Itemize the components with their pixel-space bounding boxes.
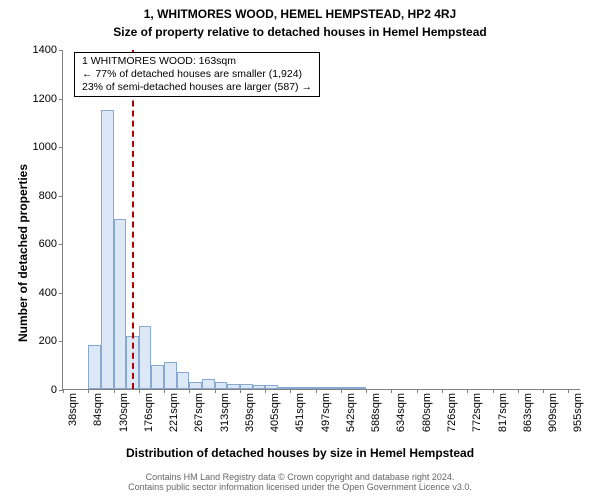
x-tick-mark <box>316 389 317 393</box>
footer-line-2: Contains public sector information licen… <box>0 482 600 492</box>
y-tick-label: 800 <box>39 190 63 202</box>
x-tick-label: 588sqm <box>370 389 382 432</box>
x-tick-mark <box>442 389 443 393</box>
reference-line <box>132 50 134 389</box>
histogram-bar <box>177 372 190 389</box>
chart-subtitle: Size of property relative to detached ho… <box>0 25 600 39</box>
y-tick-label: 1400 <box>33 44 63 56</box>
x-tick-label: 680sqm <box>421 389 433 432</box>
x-tick-mark <box>568 389 569 393</box>
x-tick-label: 405sqm <box>269 389 281 432</box>
histogram-bar <box>202 379 215 389</box>
annotation-line: 23% of semi-detached houses are larger (… <box>82 81 312 94</box>
x-tick-mark <box>417 389 418 393</box>
annotation-line: ← 77% of detached houses are smaller (1,… <box>82 68 312 81</box>
annotation-box: 1 WHITMORES WOOD: 163sqm← 77% of detache… <box>74 52 320 97</box>
y-tick-label: 0 <box>51 384 63 396</box>
histogram-bar <box>151 365 164 389</box>
x-tick-mark <box>391 389 392 393</box>
histogram-bar <box>88 345 101 389</box>
x-tick-label: 267sqm <box>193 389 205 432</box>
annotation-line: 1 WHITMORES WOOD: 163sqm <box>82 55 312 68</box>
histogram-bar <box>101 110 114 389</box>
chart-container: { "title": { "text": "1, WHITMORES WOOD,… <box>0 0 600 500</box>
x-tick-mark <box>265 389 266 393</box>
x-tick-label: 726sqm <box>446 389 458 432</box>
y-tick-label: 400 <box>39 287 63 299</box>
x-tick-label: 955sqm <box>572 389 584 432</box>
x-tick-mark <box>189 389 190 393</box>
x-tick-mark <box>63 389 64 393</box>
histogram-bar <box>189 382 202 389</box>
x-tick-mark <box>139 389 140 393</box>
y-tick-label: 1000 <box>33 141 63 153</box>
x-tick-label: 221sqm <box>168 389 180 432</box>
x-tick-label: 817sqm <box>497 389 509 432</box>
x-tick-mark <box>543 389 544 393</box>
x-tick-label: 176sqm <box>143 389 155 432</box>
histogram-bar <box>164 362 177 389</box>
footer-line-1: Contains HM Land Registry data © Crown c… <box>0 472 600 482</box>
x-tick-mark <box>215 389 216 393</box>
x-tick-mark <box>341 389 342 393</box>
x-tick-label: 313sqm <box>219 389 231 432</box>
x-tick-label: 863sqm <box>522 389 534 432</box>
y-axis-label: Number of detached properties <box>16 164 30 342</box>
x-tick-label: 772sqm <box>471 389 483 432</box>
x-tick-label: 497sqm <box>320 389 332 432</box>
x-tick-mark <box>366 389 367 393</box>
x-tick-label: 634sqm <box>395 389 407 432</box>
x-tick-mark <box>290 389 291 393</box>
histogram-bar <box>114 219 127 389</box>
x-tick-label: 84sqm <box>92 389 104 426</box>
x-tick-label: 542sqm <box>345 389 357 432</box>
chart-title: 1, WHITMORES WOOD, HEMEL HEMPSTEAD, HP2 … <box>0 7 600 21</box>
x-axis-label: Distribution of detached houses by size … <box>0 446 600 460</box>
x-tick-label: 451sqm <box>294 389 306 432</box>
x-tick-mark <box>493 389 494 393</box>
y-tick-label: 600 <box>39 238 63 250</box>
x-tick-mark <box>114 389 115 393</box>
histogram-bar <box>139 326 152 389</box>
x-tick-mark <box>88 389 89 393</box>
x-tick-mark <box>467 389 468 393</box>
x-tick-mark <box>518 389 519 393</box>
histogram-bar <box>215 382 228 389</box>
plot-area: 020040060080010001200140038sqm84sqm130sq… <box>62 50 580 390</box>
x-tick-label: 130sqm <box>118 389 130 432</box>
x-tick-label: 909sqm <box>547 389 559 432</box>
x-tick-mark <box>240 389 241 393</box>
x-tick-label: 359sqm <box>244 389 256 432</box>
footer-attribution: Contains HM Land Registry data © Crown c… <box>0 472 600 492</box>
y-tick-label: 200 <box>39 335 63 347</box>
x-tick-label: 38sqm <box>67 389 79 426</box>
x-tick-mark <box>164 389 165 393</box>
y-tick-label: 1200 <box>33 93 63 105</box>
